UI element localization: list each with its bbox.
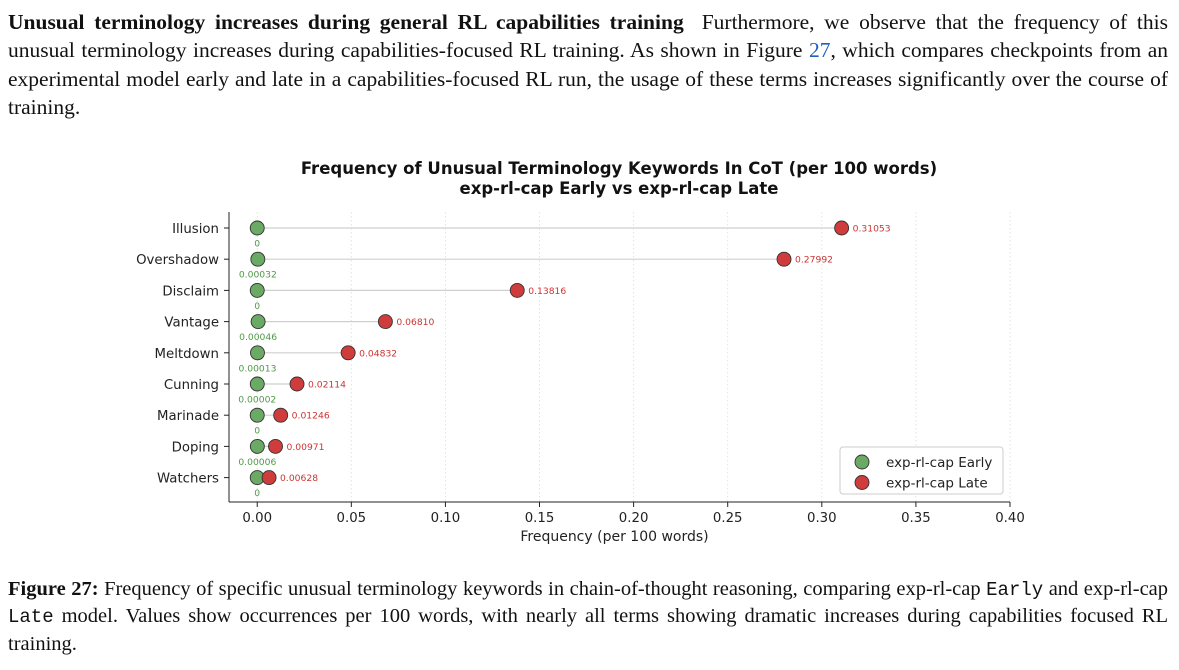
late-value-label: 0.13816 (528, 286, 566, 297)
late-value-label: 0.04832 (359, 348, 397, 359)
y-tick-label: Overshadow (136, 253, 219, 268)
y-tick-label: Illusion (172, 222, 219, 237)
late-point (834, 220, 850, 236)
late-value-label: 0.00628 (280, 473, 318, 484)
chart-title: Frequency of Unusual Terminology Keyword… (301, 159, 937, 178)
caption-text-1: Frequency of specific unusual terminolog… (104, 578, 981, 600)
early-value-label: 0 (254, 239, 260, 250)
early-point (250, 314, 266, 330)
early-value-label: 0.00046 (239, 332, 277, 343)
early-value-label: 0.00002 (238, 395, 276, 406)
x-tick-label: 0.30 (807, 511, 837, 526)
caption-label: Figure 27: (8, 578, 99, 600)
late-value-label: 0.02114 (308, 380, 346, 391)
caption-text-2: and exp-rl-cap (1048, 578, 1169, 600)
early-value-label: 0.00032 (239, 270, 277, 281)
late-point (509, 282, 525, 298)
x-tick-label: 0.00 (242, 511, 272, 526)
x-axis-label: Frequency (per 100 words) (520, 529, 708, 545)
legend-label: exp-rl-cap Early (886, 455, 992, 471)
late-value-label: 0.06810 (396, 317, 434, 328)
early-value-label: 0 (254, 301, 260, 312)
legend-marker (854, 454, 870, 470)
early-point (249, 376, 265, 392)
y-tick-label: Doping (172, 440, 219, 455)
x-tick-label: 0.25 (713, 511, 743, 526)
plot-area: 0.00 0.05 0.10 0.15 0.20 0.25 0.30 0.35 0.40 Freq… (136, 212, 1025, 545)
late-value-label: 0.27992 (795, 255, 833, 266)
early-point (249, 220, 265, 236)
late-point (776, 251, 792, 267)
paragraph-text-end: , which compares checkpoints from an exp… (8, 38, 1168, 120)
early-value-label: 0.00006 (238, 457, 276, 468)
dumbbell-chart: Frequency of Unusual Terminology Keyword… (136, 159, 1025, 545)
late-value-label: 0.31053 (853, 224, 891, 235)
y-tick-label: Meltdown (155, 347, 219, 362)
legend-box (839, 446, 1004, 495)
early-value-label: 0.00013 (238, 363, 276, 374)
early-value-label: 0 (254, 426, 260, 437)
late-point (261, 470, 277, 486)
late-value-label: 0.00971 (287, 442, 325, 453)
x-tick-label: 0.05 (337, 511, 367, 526)
chart-subtitle: exp-rl-cap Early vs exp-rl-cap Late (460, 179, 779, 198)
early-point (250, 345, 265, 361)
early-value-label: 0 (254, 488, 260, 499)
y-tick-label: Cunning (164, 378, 219, 393)
figure-caption: Figure 27: Frequency of specific unusual… (8, 576, 1168, 657)
late-point (273, 407, 289, 423)
caption-mono-early: Early (986, 579, 1044, 601)
early-point (249, 282, 265, 298)
late-point (289, 376, 305, 392)
legend-label: exp-rl-cap Late (886, 476, 988, 492)
x-tick-label: 0.40 (995, 511, 1025, 526)
figure-link[interactable]: 27 (808, 38, 831, 63)
caption-mono-late: Late (8, 606, 54, 629)
caption-text-3: model. Values show occurrences per 100 w… (8, 605, 1168, 655)
x-tick-label: 0.15 (525, 511, 555, 526)
y-tick-label: Vantage (164, 316, 219, 331)
x-tick-label: 0.10 (431, 511, 461, 526)
early-point (250, 251, 266, 267)
x-tick-label: 0.20 (619, 511, 649, 526)
late-point (377, 314, 393, 330)
late-point (340, 345, 356, 361)
y-tick-label: Watchers (157, 472, 219, 487)
x-tick-label: 0.35 (901, 511, 931, 526)
early-point (249, 407, 265, 423)
paragraph-text-start: Furthermore, we observe that the frequen… (8, 10, 1168, 63)
body-paragraph: Unusual terminology increases during gen… (8, 8, 1168, 122)
y-tick-label: Marinade (157, 409, 219, 424)
early-point (249, 438, 265, 454)
y-tick-label: Disclaim (162, 284, 219, 299)
late-point (268, 438, 283, 454)
late-value-label: 0.01246 (292, 411, 330, 422)
paragraph-heading: Unusual terminology increases during gen… (8, 10, 684, 34)
legend-marker (854, 475, 870, 490)
